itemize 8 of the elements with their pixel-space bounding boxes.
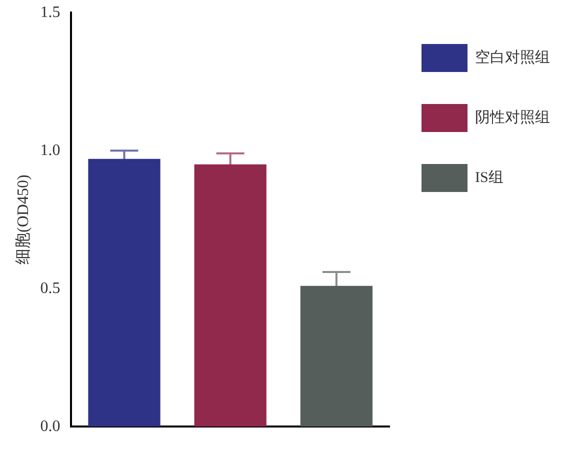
legend-label: 阴性对照组 [475, 108, 550, 126]
y-tick-label: 0.5 [40, 280, 60, 297]
legend-label: IS组 [475, 168, 504, 186]
y-tick-label: 1.5 [40, 4, 60, 21]
y-axis-title: 细胞(OD450) [14, 174, 32, 264]
legend-label: 空白对照组 [475, 48, 550, 66]
y-tick-label: 1.0 [40, 142, 60, 159]
y-tick-label: 0.0 [40, 418, 60, 435]
